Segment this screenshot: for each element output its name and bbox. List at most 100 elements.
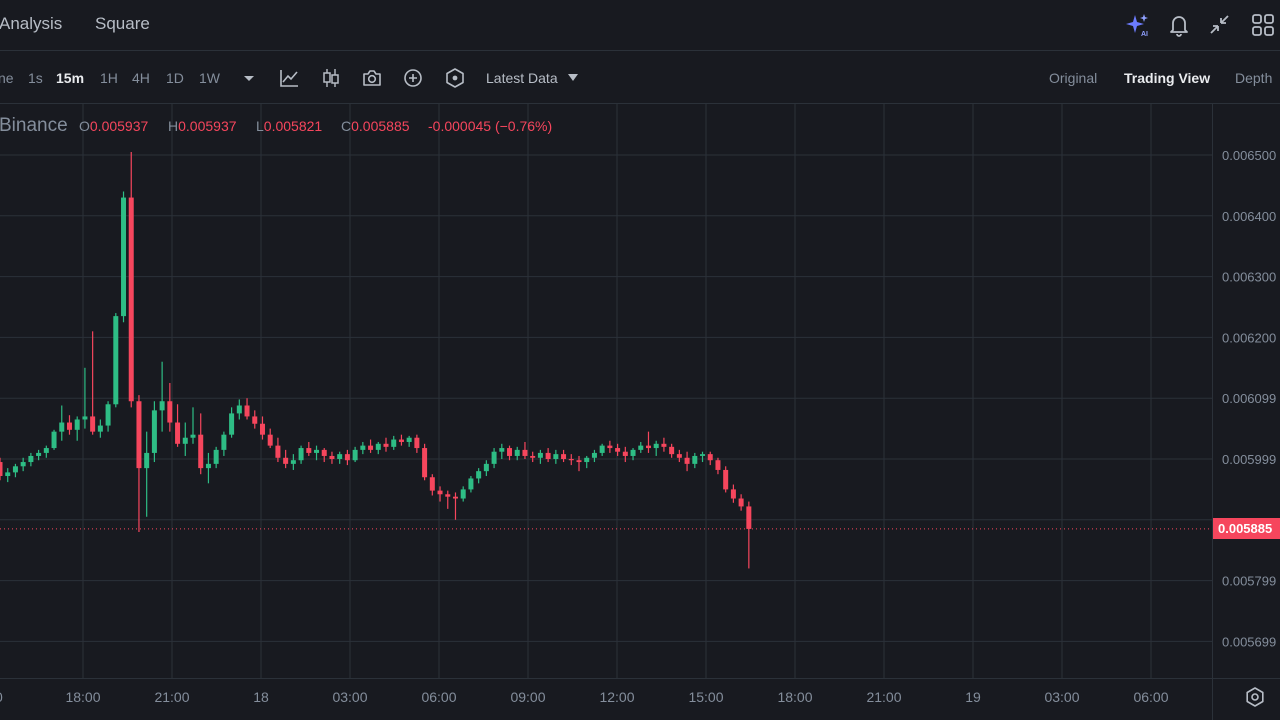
candle-body[interactable] <box>530 455 536 458</box>
view-original[interactable]: Original <box>1049 70 1098 86</box>
candle-body[interactable] <box>375 443 381 450</box>
candle-body[interactable] <box>615 448 621 452</box>
candle-body[interactable] <box>468 478 474 490</box>
candle-body[interactable] <box>391 439 397 447</box>
candle-body[interactable] <box>561 454 567 459</box>
candle-body[interactable] <box>422 448 428 478</box>
candle-body[interactable] <box>645 445 651 449</box>
candle-body[interactable] <box>700 454 706 456</box>
timeframe-1s[interactable]: 1s <box>28 70 43 86</box>
candle-body[interactable] <box>360 445 366 450</box>
candle-body[interactable] <box>738 498 744 507</box>
candle-body[interactable] <box>445 494 451 497</box>
candle-body[interactable] <box>491 451 497 464</box>
candle-body[interactable] <box>429 477 435 491</box>
candle-body[interactable] <box>707 454 713 461</box>
timeframe-time[interactable]: ne <box>0 70 14 86</box>
candle-body[interactable] <box>221 434 227 450</box>
candle-body[interactable] <box>383 443 389 447</box>
dropdown-caret-icon[interactable] <box>238 67 260 89</box>
candle-body[interactable] <box>352 449 358 461</box>
candle-body[interactable] <box>591 452 597 458</box>
candle-body[interactable] <box>12 466 18 473</box>
candle-body[interactable] <box>66 422 72 430</box>
timeframe-1d[interactable]: 1D <box>166 70 184 86</box>
candle-body[interactable] <box>337 454 343 459</box>
ai-sparkle-icon[interactable]: AI <box>1125 12 1151 38</box>
candle-body[interactable] <box>252 416 258 424</box>
candle-body[interactable] <box>398 439 404 442</box>
candle-body[interactable] <box>121 197 127 317</box>
view-trading-view[interactable]: Trading View <box>1124 70 1211 86</box>
candle-body[interactable] <box>229 413 235 435</box>
candle-body[interactable] <box>290 460 296 464</box>
candle-body[interactable] <box>684 457 690 464</box>
indicator-icon[interactable] <box>278 67 300 89</box>
candle-body[interactable] <box>599 445 605 453</box>
candle-body[interactable] <box>128 197 134 402</box>
candle-body[interactable] <box>669 446 675 455</box>
candle-body[interactable] <box>136 401 142 469</box>
candle-body[interactable] <box>730 489 736 499</box>
candle-body[interactable] <box>607 445 613 449</box>
candle-body[interactable] <box>275 445 281 458</box>
candle-body[interactable] <box>298 448 304 461</box>
candlestick-chart[interactable]: 00 18:00 21:00 18 03:00 06:00 09:00 12:00 15:00 1… <box>0 104 1280 720</box>
candle-type-icon[interactable] <box>320 67 342 89</box>
candle-body[interactable] <box>314 449 320 453</box>
candle-body[interactable] <box>553 454 559 459</box>
collapse-icon[interactable] <box>1207 12 1233 38</box>
candle-body[interactable] <box>661 443 667 447</box>
candle-body[interactable] <box>82 416 88 420</box>
candle-body[interactable] <box>97 425 103 432</box>
candle-body[interactable] <box>368 445 374 450</box>
candle-body[interactable] <box>74 419 80 430</box>
candle-body[interactable] <box>113 316 119 405</box>
candle-body[interactable] <box>452 496 458 499</box>
candle-body[interactable] <box>499 448 505 452</box>
candle-body[interactable] <box>283 457 289 464</box>
candle-body[interactable] <box>267 434 273 446</box>
candle-body[interactable] <box>205 463 211 469</box>
camera-icon[interactable] <box>361 67 383 89</box>
candle-body[interactable] <box>175 422 181 444</box>
candle-body[interactable] <box>182 437 188 444</box>
candle-body[interactable] <box>51 431 57 449</box>
candle-body[interactable] <box>476 471 482 479</box>
bell-icon[interactable] <box>1166 12 1192 38</box>
candle-body[interactable] <box>507 448 513 456</box>
plus-circle-icon[interactable] <box>402 67 424 89</box>
timeframe-4h[interactable]: 4H <box>132 70 150 86</box>
candle-body[interactable] <box>576 460 582 463</box>
candle-body[interactable] <box>584 457 590 463</box>
hexagon-icon[interactable] <box>444 67 466 89</box>
candle-body[interactable] <box>414 437 420 449</box>
candle-body[interactable] <box>437 490 443 495</box>
candle-body[interactable] <box>622 451 628 456</box>
candle-body[interactable] <box>329 455 335 459</box>
candle-body[interactable] <box>723 469 729 490</box>
view-depth[interactable]: Depth <box>1235 70 1273 86</box>
settings-icon[interactable] <box>1244 686 1266 708</box>
candle-body[interactable] <box>5 472 11 477</box>
candle-body[interactable] <box>306 448 312 453</box>
grid-layout-icon[interactable] <box>1250 12 1276 38</box>
candle-body[interactable] <box>630 449 636 456</box>
latest-data-dropdown[interactable]: Latest Data <box>486 70 578 86</box>
timeframe-1w[interactable]: 1W <box>199 70 220 86</box>
candle-body[interactable] <box>545 452 551 459</box>
candle-body[interactable] <box>653 443 659 449</box>
candle-body[interactable] <box>190 434 196 438</box>
candle-body[interactable] <box>151 410 157 453</box>
candle-body[interactable] <box>144 452 150 469</box>
candle-body[interactable] <box>514 449 520 456</box>
candle-body[interactable] <box>692 455 698 464</box>
candle-body[interactable] <box>43 448 49 453</box>
candle-body[interactable] <box>105 404 111 426</box>
candle-body[interactable] <box>0 462 3 477</box>
candle-body[interactable] <box>537 452 543 458</box>
tab-square[interactable]: Square <box>95 14 150 33</box>
candle-body[interactable] <box>344 454 350 461</box>
candle-body[interactable] <box>198 434 204 469</box>
candle-body[interactable] <box>406 437 412 442</box>
